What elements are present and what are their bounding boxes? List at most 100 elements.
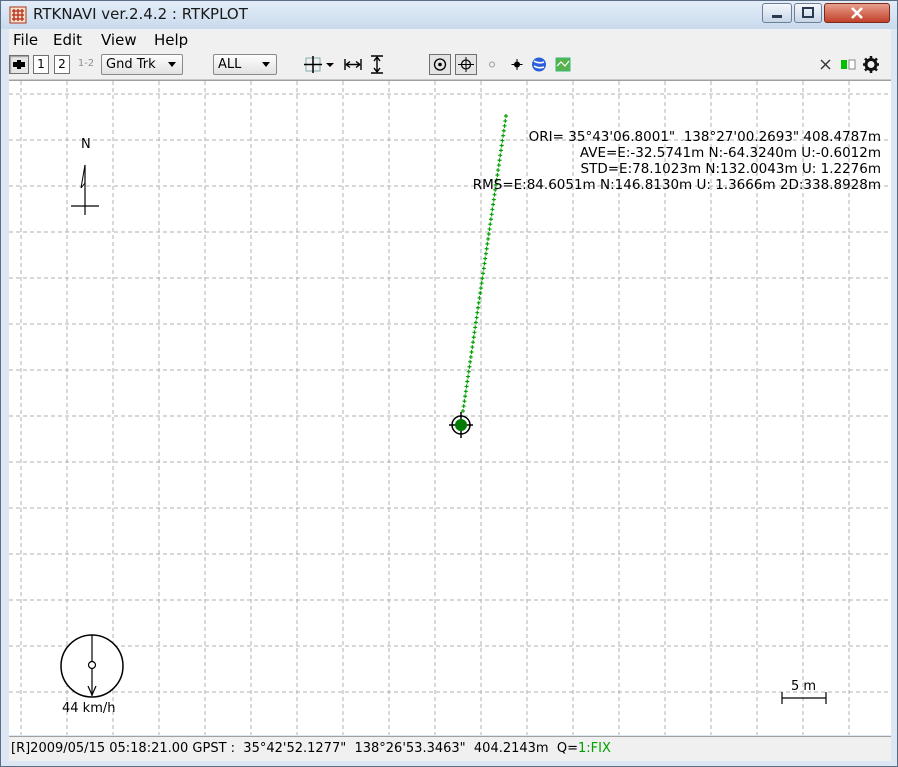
track-point	[493, 187, 498, 192]
rover12-button[interactable]: 1-2	[77, 58, 95, 69]
rover1-button[interactable]: 1	[33, 55, 49, 74]
track-point	[480, 276, 485, 281]
menu-file[interactable]: File	[13, 31, 38, 49]
maximize-button[interactable]	[794, 3, 822, 23]
track-point	[504, 114, 508, 118]
crosshair-dropdown-icon[interactable]	[323, 54, 337, 75]
plot-canvas[interactable]	[9, 81, 891, 735]
minimize-button[interactable]	[762, 3, 792, 23]
title-bar[interactable]: RTKNAVI ver.2.4.2 : RTKPLOT	[1, 1, 897, 29]
rover2-button[interactable]: 2	[54, 55, 70, 74]
track-point	[461, 404, 466, 409]
speed-compass	[60, 634, 124, 698]
track-point	[467, 364, 472, 369]
track-point	[479, 281, 484, 286]
track-point	[481, 266, 486, 271]
track-point	[481, 271, 486, 276]
track-point	[475, 310, 480, 315]
window-title: RTKNAVI ver.2.4.2 : RTKPLOT	[33, 5, 248, 23]
track-point	[501, 133, 506, 138]
track-point	[492, 192, 497, 197]
menu-help[interactable]: Help	[154, 31, 188, 49]
fit-vertical-icon[interactable]	[367, 54, 387, 75]
track-point	[484, 246, 489, 251]
track-point	[476, 305, 481, 310]
menu-view-label: View	[101, 31, 137, 49]
track-point	[486, 232, 491, 236]
grid-lines	[9, 81, 891, 735]
track-point	[478, 291, 483, 295]
track-point	[471, 340, 476, 345]
track-point	[500, 138, 505, 143]
north-label: N	[81, 137, 91, 152]
track-point	[488, 222, 493, 227]
track-point	[498, 148, 503, 153]
crosshair-icon[interactable]	[303, 54, 323, 75]
track-point	[496, 163, 501, 168]
track-point	[483, 251, 488, 256]
position-track	[461, 114, 508, 413]
track-point	[499, 143, 504, 148]
status-text: [R]2009/05/15 05:18:21.00 GPST : 35°42'5…	[11, 741, 611, 756]
speed-label: 44 km/h	[62, 701, 116, 716]
track-point	[483, 256, 488, 261]
close-plot-icon[interactable]	[817, 54, 835, 75]
track-point	[493, 182, 498, 187]
status-fix-quality: 1:FIX	[578, 741, 611, 756]
track-point	[472, 330, 477, 335]
track-point	[488, 217, 493, 222]
satellite-visibility-icon[interactable]	[529, 54, 549, 75]
plot-type-select[interactable]: Gnd Trk	[101, 54, 183, 75]
map-image-icon[interactable]	[553, 54, 573, 75]
close-button[interactable]	[824, 3, 890, 23]
status-indicator-icon	[841, 59, 856, 70]
track-point	[494, 177, 499, 182]
track-point	[465, 379, 470, 384]
track-point	[495, 173, 500, 177]
track-point	[473, 325, 478, 330]
center-origin-icon[interactable]	[429, 54, 451, 75]
stats-rms: RMS=E:84.6051m N:146.8130m U: 1.3666m 2D…	[472, 177, 881, 193]
track-point	[474, 315, 479, 320]
scale-bar	[781, 692, 827, 704]
track-point	[468, 354, 473, 359]
track-point	[466, 374, 471, 379]
track-point	[485, 241, 490, 246]
menu-view[interactable]: View	[101, 31, 137, 49]
track-point	[486, 236, 491, 241]
gear-icon[interactable]	[861, 54, 881, 75]
small-circle-icon[interactable]	[485, 54, 499, 75]
track-point	[491, 197, 496, 202]
stats-stddev: STD=E:78.1023m N:132.0043m U: 1.2276m	[580, 161, 881, 177]
menu-file-label: File	[13, 31, 39, 49]
track-point	[503, 118, 508, 123]
satellite-value: ALL	[218, 57, 242, 72]
track-point	[463, 389, 468, 394]
connect-button[interactable]	[9, 55, 29, 74]
north-arrow	[71, 164, 99, 215]
fit-horizontal-icon[interactable]	[343, 54, 363, 75]
track-point	[489, 212, 494, 217]
track-point	[476, 300, 481, 305]
track-point	[470, 345, 475, 350]
close-icon	[851, 7, 863, 19]
track-point	[462, 399, 467, 404]
ground-track-plot[interactable]: ORI= 35°43'06.8001" 138°27'00.2693" 408.…	[9, 80, 891, 735]
minimize-icon	[772, 15, 782, 18]
track-point	[482, 261, 487, 266]
menu-edit[interactable]: Edit	[53, 31, 82, 49]
scale-label: 5 m	[791, 679, 817, 694]
menu-edit-label: Edit	[53, 31, 83, 49]
center-position-icon[interactable]	[455, 54, 477, 75]
rtknavi-app-icon	[9, 6, 27, 24]
point-icon[interactable]	[509, 54, 525, 75]
track-point	[502, 123, 507, 128]
chevron-down-icon	[168, 62, 176, 67]
statistics-panel: ORI= 35°43'06.8001" 138°27'00.2693" 408.…	[473, 129, 881, 193]
track-point	[466, 369, 471, 374]
satellite-select[interactable]: ALL	[213, 54, 277, 75]
track-point	[461, 409, 465, 413]
track-point	[490, 207, 495, 212]
current-position-marker	[449, 412, 473, 438]
